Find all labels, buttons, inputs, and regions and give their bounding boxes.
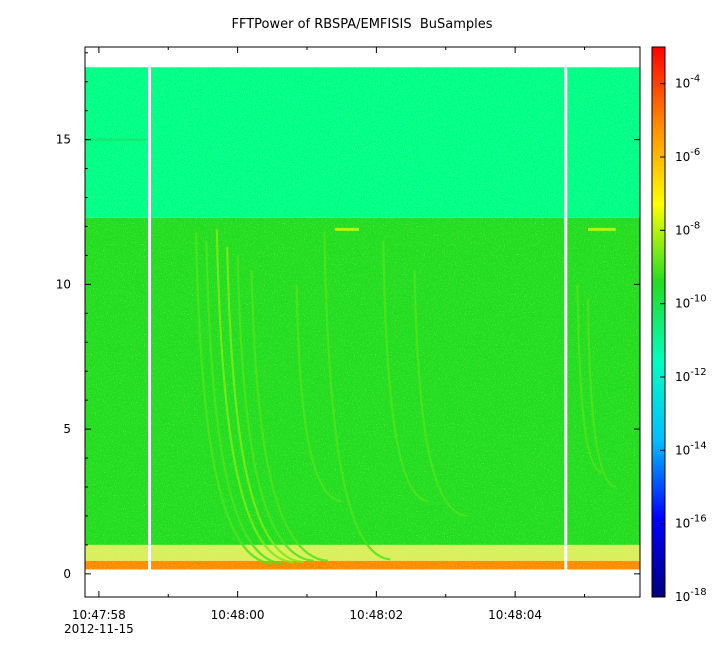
colorbar <box>651 46 666 598</box>
whistler-trace-9 <box>413 269 467 518</box>
whistler-trace-8 <box>382 240 429 503</box>
x-date-label: 2012-11-15 <box>64 622 134 636</box>
colorbar-tick-label-5: 10-14 <box>675 440 707 457</box>
y-tick-label-3: 15 <box>56 133 71 147</box>
plot-frame <box>84 46 641 598</box>
whistler-trace-3 <box>226 246 304 564</box>
colorbar-tick-label-4: 10-12 <box>675 367 707 384</box>
colorbar-tick-label-6: 10-16 <box>675 514 707 531</box>
whistler-trace-4 <box>236 255 315 562</box>
whistler-trace-1 <box>205 240 283 565</box>
colorbar-tick-label-7: 10-18 <box>675 587 707 604</box>
whistler-trace-0 <box>194 232 273 565</box>
y-tick-label-0: 0 <box>63 567 71 581</box>
whistler-trace-7 <box>323 232 391 561</box>
whistler-trace-6 <box>295 284 342 503</box>
y-tick-label-2: 10 <box>56 277 71 291</box>
whistler-trace-11 <box>586 298 617 489</box>
whistler-trace-2 <box>215 229 294 564</box>
spectrogram-noise <box>85 67 640 570</box>
y-tick-label-1: 5 <box>63 422 71 436</box>
low-freq-floor <box>85 569 640 597</box>
colorbar-tick-label-2: 10-8 <box>675 220 700 237</box>
whistler-trace-10 <box>576 284 603 474</box>
colorbar-tick-label-0: 10-4 <box>675 74 700 91</box>
chart-title: FFTPower of RBSPA/EMFISIS BuSamples <box>231 17 493 32</box>
colorbar-tick-label-3: 10-10 <box>675 294 707 311</box>
x-tick-label-1: 10:48:00 <box>211 608 265 622</box>
colorbar-tick-label-1: 10-6 <box>675 147 700 164</box>
x-tick-label-0: 10:47:58 <box>72 608 126 622</box>
data-gap-1 <box>564 67 568 573</box>
x-tick-label-3: 10:48:04 <box>488 608 542 622</box>
data-gap-0 <box>148 67 152 573</box>
x-tick-label-2: 10:48:02 <box>349 608 403 622</box>
whistler-trace-5 <box>250 269 328 562</box>
